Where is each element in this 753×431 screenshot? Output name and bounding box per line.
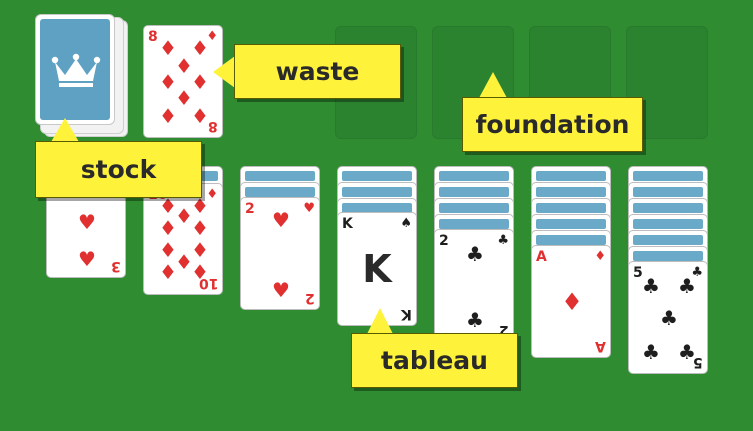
tableau-col7-card[interactable]: 5 ♣ 5 ♣ ♣ ♣ ♣ ♣ (628, 261, 708, 374)
waste-card-rank-bottom: 8 (208, 118, 218, 134)
diamond-icon: ♦ (206, 29, 218, 44)
club-icon: ♣ (691, 265, 703, 280)
card-rank: A (536, 249, 547, 265)
stock-callout: stock (35, 141, 202, 198)
diamond-icon: ♦ (175, 86, 193, 110)
waste-card-rank: 8 (148, 29, 158, 45)
heart-icon: ♥ (272, 278, 290, 302)
diamond-icon: ♦ (191, 194, 209, 218)
card-rank: 5 (633, 265, 643, 281)
heart-icon: ♥ (78, 247, 96, 271)
waste-card[interactable]: 8 ♦ 8 ♦ ♦ ♦ ♦ ♦ ♦ ♦ ♦ (143, 25, 223, 138)
heart-icon: ♥ (272, 208, 290, 232)
club-icon: ♣ (642, 274, 660, 298)
tableau-col5-card[interactable]: 2 ♣ 2 ♣ ♣ (434, 229, 514, 342)
tableau-col2-card[interactable]: 10 ♦ 10 ♦ ♦ ♦ ♦ ♦ ♦ ♦ ♦ ♦ ♦ (143, 183, 223, 295)
diamond-icon: ♦ (191, 36, 209, 60)
diamond-icon: ♦ (175, 250, 193, 274)
card-rank: K (342, 216, 353, 232)
card-rank-bottom: K (401, 306, 412, 322)
diamond-icon: ♦ (159, 216, 177, 240)
foundation-callout-pointer (479, 72, 507, 98)
card-rank-bottom: 2 (305, 290, 315, 306)
diamond-icon: ♦ (191, 104, 209, 128)
diamond-icon: ♦ (159, 238, 177, 262)
diamond-icon: ♦ (191, 260, 209, 284)
diamond-icon: ♦ (159, 70, 177, 94)
diamond-icon: ♦ (594, 249, 606, 264)
tableau-col3-card[interactable]: 2 ♥ 2 ♥ ♥ (240, 197, 320, 310)
tableau-callout-pointer (367, 308, 393, 334)
club-icon: ♣ (660, 306, 678, 330)
tableau-col4-card[interactable]: K ♠ K K (337, 212, 417, 326)
tableau-callout: tableau (351, 333, 518, 388)
card-rank: 2 (439, 233, 449, 249)
waste-callout: waste (234, 44, 401, 99)
club-icon: ♣ (466, 308, 484, 332)
diamond-icon: ♦ (175, 204, 193, 228)
tableau-col6-card[interactable]: A ♦ A ♦ (531, 245, 611, 358)
diamond-icon: ♦ (206, 187, 218, 202)
king-face-letter: K (362, 247, 392, 291)
diamond-icon: ♦ (191, 216, 209, 240)
diamond-icon: ♦ (191, 70, 209, 94)
diamond-icon: ♦ (191, 238, 209, 262)
foundation-callout: foundation (462, 97, 643, 152)
diamond-icon: ♦ (159, 104, 177, 128)
club-icon: ♣ (678, 340, 696, 364)
heart-icon: ♥ (303, 201, 315, 216)
diamond-icon: ♦ (561, 288, 583, 316)
stock-callout-pointer (51, 118, 79, 142)
card-rank-bottom: A (595, 338, 606, 354)
waste-callout-pointer (213, 56, 235, 88)
spade-icon: ♠ (400, 216, 412, 231)
stock-card-back[interactable] (35, 14, 115, 125)
diamond-icon: ♦ (159, 194, 177, 218)
diamond-icon: ♦ (159, 36, 177, 60)
heart-icon: ♥ (78, 210, 96, 234)
club-icon: ♣ (642, 340, 660, 364)
club-icon: ♣ (678, 274, 696, 298)
diamond-icon: ♦ (159, 260, 177, 284)
club-icon: ♣ (466, 242, 484, 266)
crown-icon (51, 53, 101, 87)
card-rank-bottom: 3 (111, 258, 121, 274)
club-icon: ♣ (497, 233, 509, 248)
diamond-icon: ♦ (175, 54, 193, 78)
card-rank: 2 (245, 201, 255, 217)
